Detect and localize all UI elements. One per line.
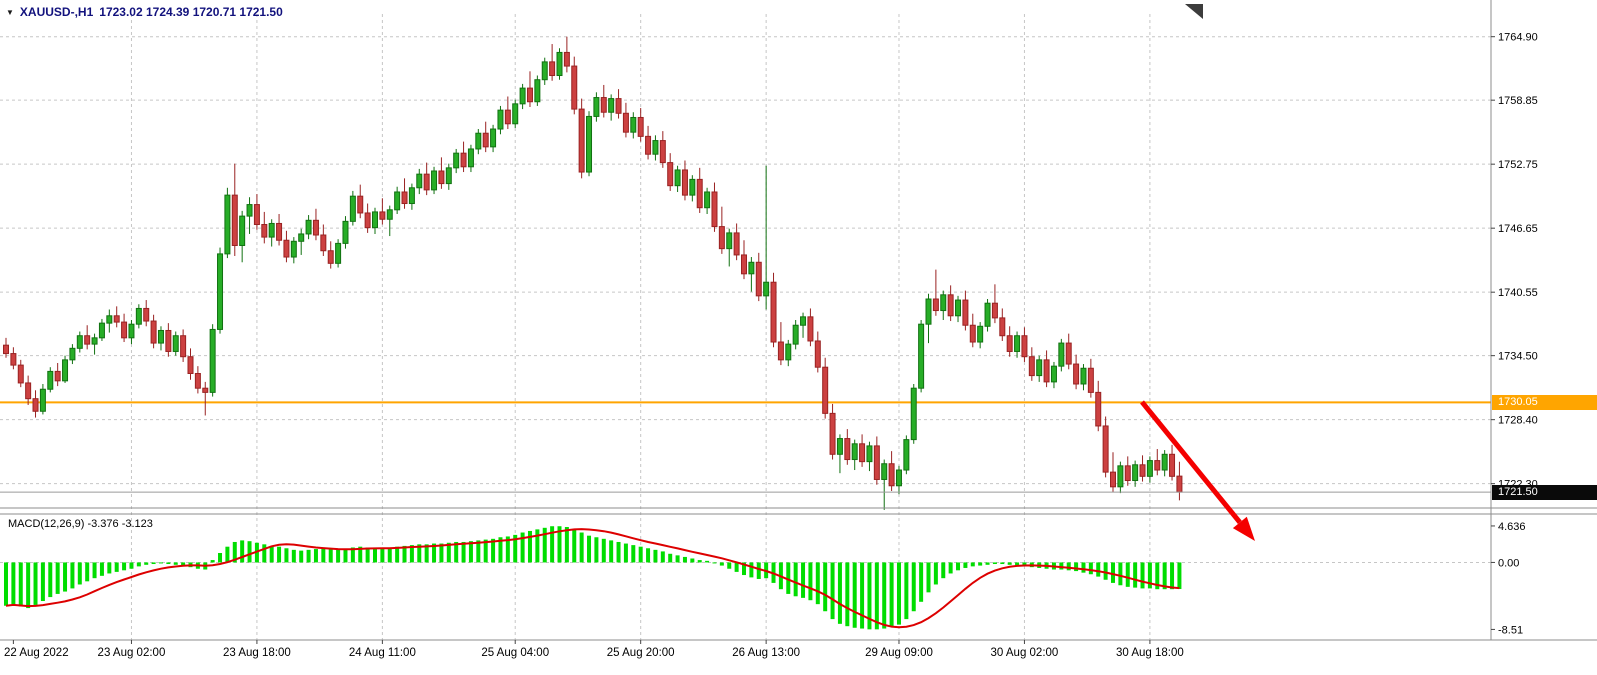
price-axis[interactable]: 1764.90 1758.85 1752.75 1746.65 1740.55 1734.… bbox=[1491, 32, 1538, 491]
svg-text:24 Aug 11:00: 24 Aug 11:00 bbox=[349, 647, 416, 659]
chart-shift-icon[interactable] bbox=[1185, 4, 1203, 19]
svg-text:22 Aug 2022: 22 Aug 2022 bbox=[4, 647, 69, 659]
macd-histogram bbox=[4, 526, 1182, 630]
svg-text:23 Aug 02:00: 23 Aug 02:00 bbox=[98, 647, 166, 659]
svg-text:1752.75: 1752.75 bbox=[1498, 159, 1538, 171]
svg-text:25 Aug 20:00: 25 Aug 20:00 bbox=[607, 647, 675, 659]
candlestick-series bbox=[3, 36, 1183, 510]
symbol-title: XAUUSD-,H1 bbox=[19, 5, 94, 19]
svg-text:1728.40: 1728.40 bbox=[1498, 415, 1538, 427]
svg-text:25 Aug 04:00: 25 Aug 04:00 bbox=[481, 647, 549, 659]
svg-text:23 Aug 18:00: 23 Aug 18:00 bbox=[223, 647, 291, 659]
ohlc-values: 1723.02 1724.39 1720.71 1721.50 bbox=[99, 5, 283, 19]
hline-price-badge: 1730.05 bbox=[1492, 394, 1597, 410]
panel-separators bbox=[0, 0, 1597, 641]
svg-text:1758.85: 1758.85 bbox=[1498, 95, 1538, 107]
horizontal-gridlines bbox=[0, 36, 1491, 563]
macd-indicator-label: MACD(12,26,9) -3.376 -3.123 bbox=[8, 518, 153, 530]
symbol-dropdown-icon[interactable]: ▼ bbox=[6, 7, 14, 17]
svg-text:1734.50: 1734.50 bbox=[1498, 351, 1538, 363]
svg-text:-8.51: -8.51 bbox=[1498, 624, 1523, 636]
svg-text:29 Aug 09:00: 29 Aug 09:00 bbox=[865, 647, 933, 659]
svg-text:4.636: 4.636 bbox=[1498, 521, 1526, 533]
macd-axis[interactable]: 4.636 0.00 -8.51 bbox=[1491, 521, 1526, 636]
svg-text:1740.55: 1740.55 bbox=[1498, 287, 1538, 299]
svg-text:26 Aug 13:00: 26 Aug 13:00 bbox=[732, 647, 800, 659]
svg-text:1764.90: 1764.90 bbox=[1498, 32, 1538, 44]
svg-text:0.00: 0.00 bbox=[1498, 557, 1519, 569]
time-axis[interactable]: 22 Aug 2022 23 Aug 02:00 23 Aug 18:00 24 Au… bbox=[4, 640, 1184, 659]
down-trend-arrow-annotation bbox=[1140, 400, 1255, 541]
symbol-header: ▼ XAUUSD-,H1 1723.02 1724.39 1720.71 172… bbox=[6, 5, 283, 19]
svg-text:30 Aug 02:00: 30 Aug 02:00 bbox=[991, 647, 1059, 659]
svg-text:30 Aug 18:00: 30 Aug 18:00 bbox=[1116, 647, 1184, 659]
current-price-badge: 1721.50 bbox=[1492, 484, 1597, 500]
macd-signal-line bbox=[5, 528, 1180, 629]
svg-text:1746.65: 1746.65 bbox=[1498, 223, 1538, 235]
